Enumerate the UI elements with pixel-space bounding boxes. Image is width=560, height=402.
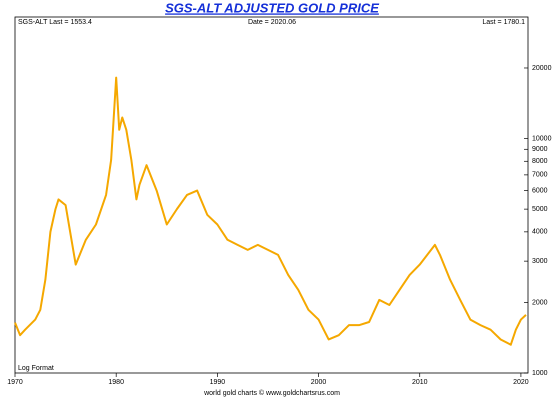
header-center: Date = 2020.06 bbox=[248, 19, 296, 26]
y-tick-label: 7000 bbox=[532, 172, 548, 179]
x-tick-label: 2000 bbox=[311, 379, 327, 386]
y-tick-label: 4000 bbox=[532, 229, 548, 236]
y-tick-label: 9000 bbox=[532, 146, 548, 153]
line-series bbox=[14, 76, 527, 346]
header-left: SGS-ALT Last = 1553.4 bbox=[18, 19, 92, 26]
x-tick-label: 2020 bbox=[513, 379, 529, 386]
source: world gold charts © www.goldchartsrus.co… bbox=[203, 389, 340, 397]
y-tick-label: 5000 bbox=[532, 206, 548, 213]
y-tick-label: 3000 bbox=[532, 258, 548, 265]
header-right: Last = 1780.1 bbox=[482, 19, 525, 26]
x-tick-label: 1990 bbox=[210, 379, 226, 386]
y-tick-label: 2000 bbox=[532, 299, 548, 306]
y-tick-label: 6000 bbox=[532, 187, 548, 194]
x-tick-label: 1970 bbox=[7, 379, 23, 386]
y-tick-label: 10000 bbox=[532, 135, 552, 142]
x-tick-label: 2010 bbox=[412, 379, 428, 386]
chart-title: SGS-ALT ADJUSTED GOLD PRICE bbox=[165, 0, 379, 15]
y-tick-label: 20000 bbox=[532, 65, 552, 72]
plot-frame bbox=[14, 16, 529, 374]
y-tick-label: 8000 bbox=[532, 158, 548, 165]
x-tick-label: 1980 bbox=[108, 379, 124, 386]
annotation: Log Format bbox=[18, 365, 54, 372]
y-tick-label: 1000 bbox=[532, 370, 548, 377]
